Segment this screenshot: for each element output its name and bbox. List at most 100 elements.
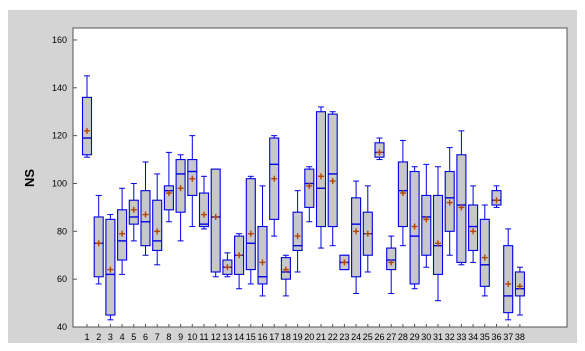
box-9 [175,154,186,242]
x-tick-label: 12 [211,332,221,342]
x-tick-label: 18 [281,332,291,342]
box-23 [339,254,350,271]
x-tick-label: 31 [433,332,443,342]
y-axis: 40 60 80 100 120 140 160 [52,35,77,332]
box-26 [374,137,385,161]
x-tick-label: 25 [363,332,373,342]
box-14 [234,233,245,290]
x-tick-label: 6 [143,332,148,342]
y-tick-label: 40 [57,322,67,332]
box-body [327,113,338,228]
box-body [479,218,490,287]
x-tick-label: 28 [398,332,408,342]
box-body [386,247,397,271]
box-7 [152,173,163,266]
x-tick-label: 29 [410,332,420,342]
y-tick-label: 60 [57,274,67,284]
box-body [292,211,303,252]
y-tick-label: 140 [52,83,67,93]
y-tick-label: 80 [57,226,67,236]
box-body [163,185,174,211]
x-tick-label: 34 [468,332,478,342]
x-tick-label: 7 [155,332,160,342]
box-13 [222,252,233,278]
box-38 [514,266,525,316]
box-body [315,111,327,228]
box-body [351,197,362,278]
box-29 [409,166,420,290]
box-body [503,245,514,314]
box-36 [491,185,502,208]
y-tick-label: 120 [52,131,67,141]
x-tick-label: 38 [515,332,525,342]
x-tick-label: 16 [257,332,267,342]
x-tick-label: 3 [108,332,113,342]
boxes-layer [81,75,525,321]
box-25 [362,185,373,273]
box-28 [397,139,408,247]
x-tick-label: 30 [421,332,431,342]
box-34 [468,185,479,263]
box-18 [280,254,291,297]
x-tick-label: 2 [96,332,101,342]
x-tick-label: 1 [84,332,89,342]
x-tick-label: 24 [351,332,361,342]
x-tick-label: 19 [293,332,303,342]
box-19 [292,190,303,273]
x-tick-label: 37 [503,332,513,342]
x-tick-label: 21 [316,332,326,342]
box-body [245,178,256,271]
box-35 [479,204,490,297]
box-body [152,199,163,252]
box-body [198,192,210,228]
x-tick-label: 15 [246,332,256,342]
box-5 [128,182,139,242]
y-tick-label: 100 [52,178,67,188]
box-body [93,216,104,278]
box-15 [245,175,256,285]
box-body [81,96,93,156]
box-11 [198,175,210,230]
x-tick-label: 4 [120,332,125,342]
box-3 [105,214,116,321]
x-tick-label: 8 [166,332,171,342]
x-tick-label: 33 [456,332,466,342]
y-axis-title: NS [22,169,37,187]
x-tick-label: 32 [445,332,455,342]
box-31 [432,166,444,302]
box-20 [304,166,315,223]
box-37 [503,228,514,321]
x-tick-label: 35 [480,332,490,342]
x-tick-label: 27 [386,332,396,342]
box-17 [269,135,280,237]
x-tick-label: 14 [234,332,244,342]
x-tick-label: 17 [269,332,279,342]
box-21 [315,106,327,249]
box-4 [117,187,128,275]
x-tick-label: 9 [178,332,183,342]
x-tick-label: 20 [304,332,314,342]
box-12 [210,168,221,278]
box-16 [257,185,268,297]
box-27 [386,235,397,295]
x-tick-label: 22 [328,332,338,342]
box-body [432,194,444,275]
x-tick-label: 36 [491,332,501,342]
x-axis: 1 2 3 4 5 6 7 8 9 10 11 12 13 14 15 16 17 18 19 20 21 22 23 24 2… [84,324,525,342]
box-24 [351,180,362,295]
x-tick-label: 10 [187,332,197,342]
box-30 [421,163,432,268]
box-22 [327,111,338,247]
box-32 [444,147,455,256]
box-2 [93,194,104,285]
box-body [140,190,151,247]
box-body [421,194,432,256]
y-tick-label: 160 [52,35,67,45]
x-tick-label: 5 [131,332,136,342]
x-tick-label: 13 [222,332,232,342]
x-tick-label: 11 [199,332,208,342]
box-body [468,204,479,252]
box-body [257,225,268,285]
box-33 [456,130,467,266]
